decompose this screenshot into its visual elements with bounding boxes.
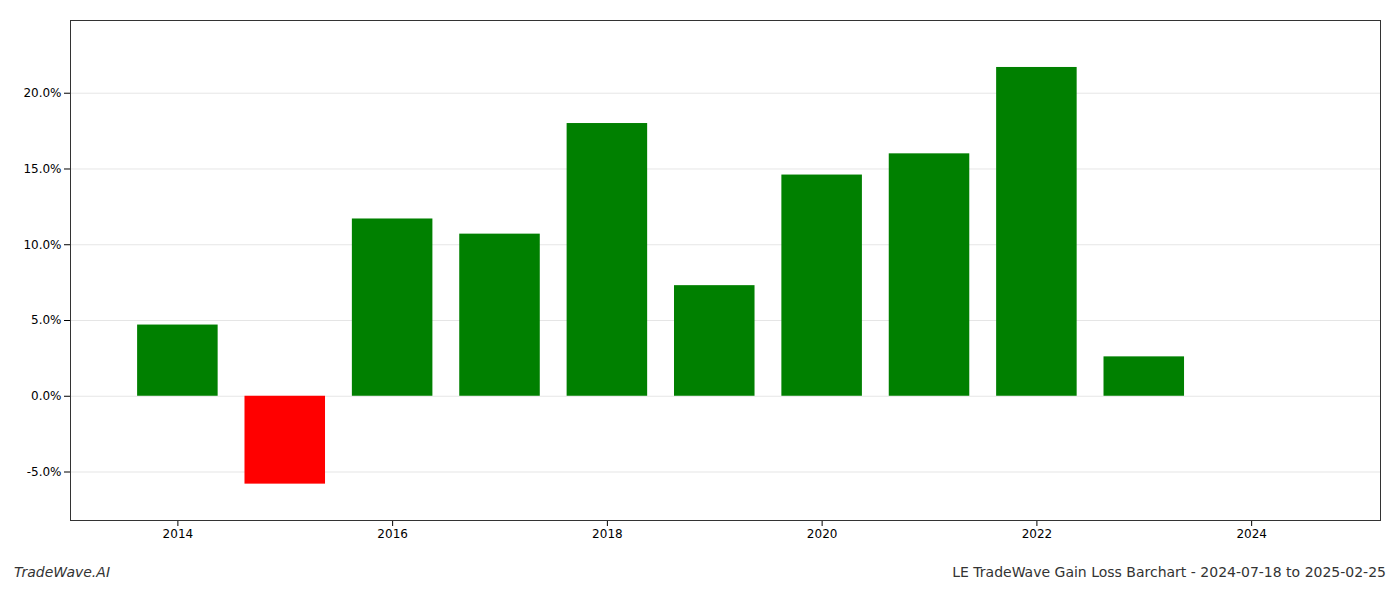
svg-text:5.0%: 5.0% — [31, 313, 62, 327]
svg-text:2022: 2022 — [1022, 527, 1053, 541]
svg-text:2020: 2020 — [807, 527, 838, 541]
svg-text:2016: 2016 — [377, 527, 408, 541]
svg-text:2018: 2018 — [592, 527, 623, 541]
html-text:TradeWave.AI: TradeWave.AI — [14, 564, 110, 580]
svg-text:10.0%: 10.0% — [23, 238, 61, 252]
html-text:LE TradeWave Gain Loss Barchar: LE TradeWave Gain Loss Barchart - 2024-0… — [952, 564, 1386, 580]
svg-text:0.0%: 0.0% — [31, 389, 62, 403]
svg-text:20.0%: 20.0% — [23, 86, 61, 100]
svg-text:2014: 2014 — [163, 527, 194, 541]
svg-text:2024: 2024 — [1236, 527, 1267, 541]
svg-text:15.0%: 15.0% — [23, 162, 61, 176]
svg-text:-5.0%: -5.0% — [27, 465, 62, 479]
